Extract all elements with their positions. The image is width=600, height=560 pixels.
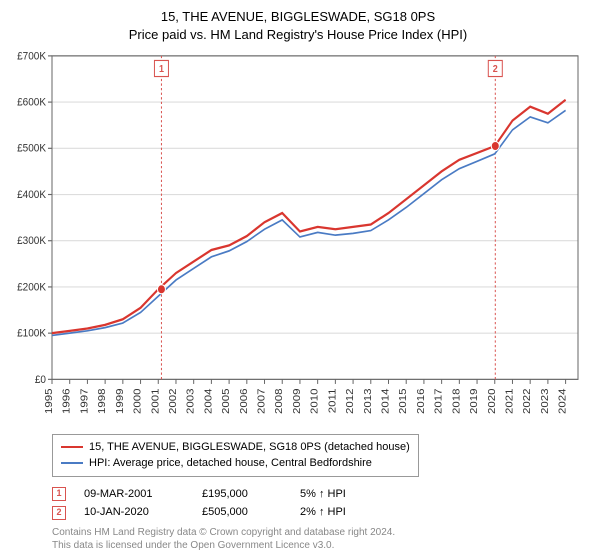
svg-text:£600K: £600K <box>17 96 47 109</box>
svg-text:2021: 2021 <box>504 389 515 415</box>
svg-text:1995: 1995 <box>44 389 55 415</box>
legend-swatch <box>61 462 83 464</box>
sale-date: 09-MAR-2001 <box>84 485 184 504</box>
svg-text:2020: 2020 <box>486 389 497 415</box>
sale-marker-icon: 2 <box>52 506 66 520</box>
svg-text:2022: 2022 <box>522 389 533 415</box>
sales-table: 1 09-MAR-2001 £195,000 5% ↑ HPI 2 10-JAN… <box>52 485 588 522</box>
svg-text:1999: 1999 <box>114 389 125 415</box>
svg-text:2005: 2005 <box>221 389 232 415</box>
sale-delta: 2% ↑ HPI <box>300 503 390 522</box>
sale-price: £195,000 <box>202 485 282 504</box>
sale-date: 10-JAN-2020 <box>84 503 184 522</box>
svg-text:2002: 2002 <box>168 389 179 415</box>
sale-price: £505,000 <box>202 503 282 522</box>
svg-text:2017: 2017 <box>433 389 444 415</box>
svg-text:2006: 2006 <box>238 389 249 415</box>
chart-container: 15, THE AVENUE, BIGGLESWADE, SG18 0PS Pr… <box>0 0 600 560</box>
title-main: 15, THE AVENUE, BIGGLESWADE, SG18 0PS <box>8 8 588 26</box>
svg-text:2019: 2019 <box>469 389 480 415</box>
legend-row: 15, THE AVENUE, BIGGLESWADE, SG18 0PS (d… <box>61 439 410 456</box>
svg-text:2018: 2018 <box>451 389 462 415</box>
sale-delta: 5% ↑ HPI <box>300 485 390 504</box>
footer-line: Contains HM Land Registry data © Crown c… <box>52 526 588 539</box>
svg-text:1998: 1998 <box>97 389 108 415</box>
svg-text:2023: 2023 <box>540 389 551 415</box>
svg-text:2010: 2010 <box>309 389 320 415</box>
svg-text:£0: £0 <box>35 373 46 386</box>
svg-text:1997: 1997 <box>79 389 90 415</box>
svg-text:2003: 2003 <box>185 389 196 415</box>
svg-text:2: 2 <box>493 64 498 76</box>
chart-svg: £0 £100K £200K £300K £400K £500K £600K £700K 199… <box>8 49 588 428</box>
svg-text:2008: 2008 <box>274 389 285 415</box>
sale-marker-icon: 1 <box>52 487 66 501</box>
legend-row: HPI: Average price, detached house, Cent… <box>61 455 410 472</box>
legend-box: 15, THE AVENUE, BIGGLESWADE, SG18 0PS (d… <box>52 434 419 477</box>
legend-label: HPI: Average price, detached house, Cent… <box>89 455 372 472</box>
svg-text:1: 1 <box>159 64 165 76</box>
sales-row: 1 09-MAR-2001 £195,000 5% ↑ HPI <box>52 485 588 504</box>
svg-text:2011: 2011 <box>327 389 338 414</box>
title-block: 15, THE AVENUE, BIGGLESWADE, SG18 0PS Pr… <box>8 8 588 43</box>
svg-text:2015: 2015 <box>398 389 409 415</box>
svg-text:2001: 2001 <box>150 389 161 415</box>
footer-line: This data is licensed under the Open Gov… <box>52 539 588 552</box>
legend-label: 15, THE AVENUE, BIGGLESWADE, SG18 0PS (d… <box>89 439 410 456</box>
footer-note: Contains HM Land Registry data © Crown c… <box>52 526 588 552</box>
svg-text:£700K: £700K <box>17 50 47 63</box>
svg-text:2012: 2012 <box>345 389 356 415</box>
chart-area: £0 £100K £200K £300K £400K £500K £600K £700K 199… <box>8 49 588 428</box>
svg-text:2000: 2000 <box>132 389 143 415</box>
svg-text:2004: 2004 <box>203 389 214 415</box>
svg-text:2009: 2009 <box>292 389 303 415</box>
svg-text:2016: 2016 <box>416 389 427 415</box>
svg-text:£400K: £400K <box>17 188 47 201</box>
svg-text:£200K: £200K <box>17 281 47 294</box>
svg-text:2024: 2024 <box>557 389 568 415</box>
sales-row: 2 10-JAN-2020 £505,000 2% ↑ HPI <box>52 503 588 522</box>
svg-text:£500K: £500K <box>17 142 47 155</box>
svg-text:£100K: £100K <box>17 327 47 340</box>
title-sub: Price paid vs. HM Land Registry's House … <box>8 26 588 44</box>
legend-swatch <box>61 446 83 448</box>
svg-text:1996: 1996 <box>61 389 72 415</box>
svg-text:£300K: £300K <box>17 235 47 248</box>
svg-text:2014: 2014 <box>380 389 391 415</box>
svg-text:2007: 2007 <box>256 389 267 415</box>
svg-text:2013: 2013 <box>362 389 373 415</box>
